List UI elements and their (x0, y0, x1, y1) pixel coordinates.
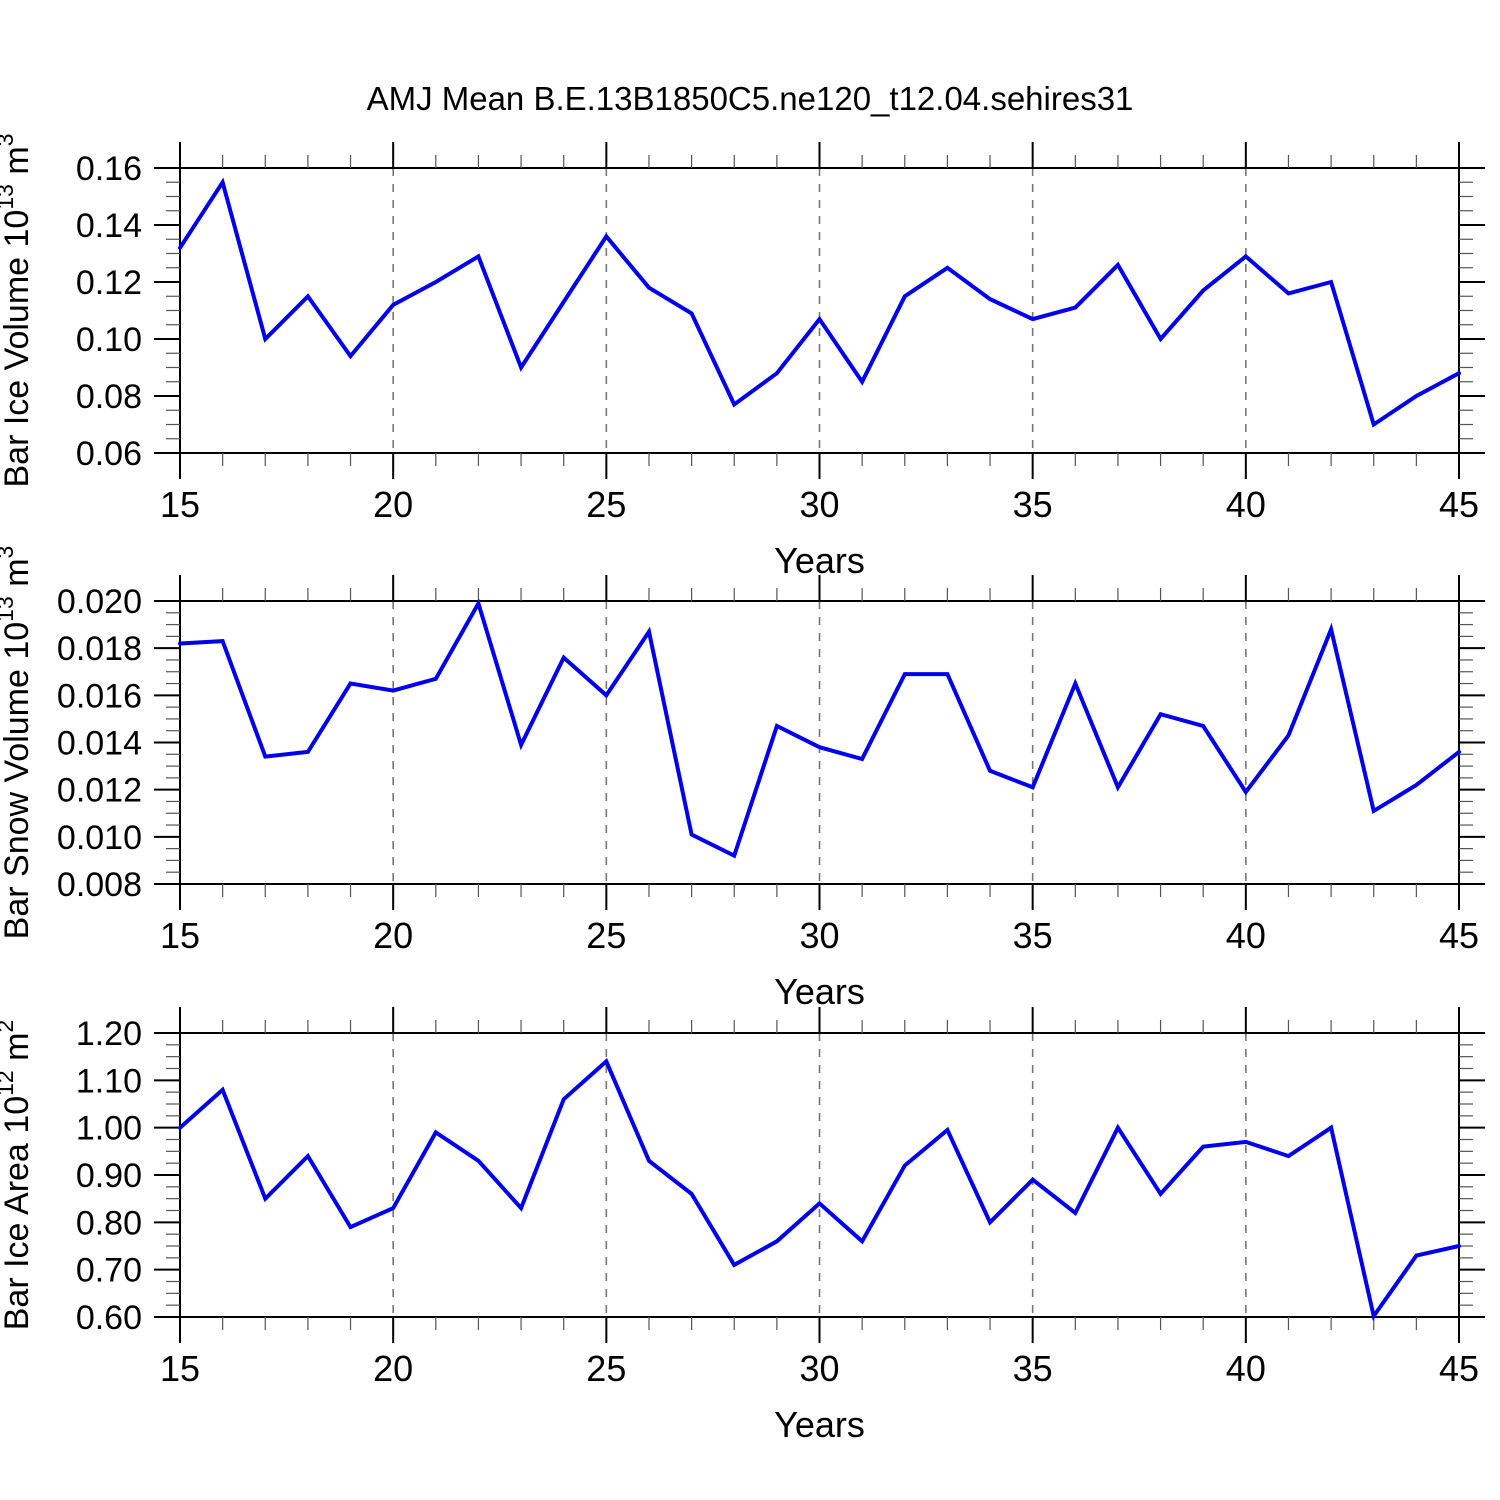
bar-ice-area-data-line (178, 1058, 1461, 1321)
y-tick-label: 0.12 (76, 264, 142, 302)
x-tick-label: 25 (586, 915, 626, 956)
x-tick-label: 45 (1439, 484, 1479, 525)
x-tick-label: 30 (799, 915, 839, 956)
y-tick-label: 1.20 (76, 1015, 142, 1053)
y-tick-label: 0.06 (76, 435, 142, 473)
x-tick-label: 30 (799, 484, 839, 525)
bar-ice-area-panel: 15 20 25 30 35 40 45 0.60 0.70 0.80 0.90 1.00 1.10 1.… (0, 1007, 1485, 1445)
x-tick-label: 25 (586, 484, 626, 525)
x-axis-label: Years (774, 540, 865, 581)
y-tick-label: 1.00 (76, 1110, 142, 1148)
y-tick-label: 0.10 (76, 321, 142, 359)
y-tick-label: 0.018 (57, 630, 142, 668)
x-axis-label: Years (774, 1404, 865, 1445)
figure-title: AMJ Mean B.E.13B1850C5.ne120_t12.04.sehi… (366, 80, 1134, 117)
x-tick-label: 15 (160, 915, 200, 956)
x-tick-label: 35 (1013, 484, 1053, 525)
y-tick-label: 0.70 (76, 1252, 142, 1290)
y-tick-label: 0.80 (76, 1204, 142, 1242)
y-tick-label: 0.012 (57, 772, 142, 810)
x-tick-label: 15 (160, 484, 200, 525)
y-tick-label: 0.008 (57, 866, 142, 904)
x-tick-label: 15 (160, 1348, 200, 1389)
x-tick-label: 40 (1226, 1348, 1266, 1389)
bar-snow-volume-data-line (178, 598, 1461, 859)
y-axis-label: Bar Snow Volume 1013 m3 (0, 546, 36, 940)
y-tick-label: 0.020 (57, 583, 142, 621)
y-tick-label: 0.08 (76, 378, 142, 416)
y-tick-label: 0.60 (76, 1299, 142, 1337)
bar-ice-volume-panel: 15 20 25 30 35 40 45 0.06 0.08 0.10 0.12 0.14 0.16 Ba… (0, 134, 1485, 581)
y-tick-label: 0.16 (76, 150, 142, 188)
x-tick-label: 45 (1439, 1348, 1479, 1389)
x-tick-label: 45 (1439, 915, 1479, 956)
y-axis-label: Bar Ice Area 1012 m2 (0, 1020, 36, 1331)
x-tick-label: 20 (373, 915, 413, 956)
bar-ice-volume-data-line (178, 177, 1461, 428)
y-tick-label: 0.014 (57, 725, 142, 763)
x-tick-label: 40 (1226, 915, 1266, 956)
x-tick-label: 40 (1226, 484, 1266, 525)
bar-snow-volume-panel: 15 20 25 30 35 40 45 0.008 0.010 0.012 0.014 0.016 0… (0, 546, 1485, 1012)
y-tick-label: 0.010 (57, 819, 142, 857)
x-tick-label: 20 (373, 1348, 413, 1389)
x-tick-label: 20 (373, 484, 413, 525)
x-tick-label: 35 (1013, 915, 1053, 956)
x-tick-label: 30 (799, 1348, 839, 1389)
y-tick-label: 0.016 (57, 677, 142, 715)
y-axis-label: Bar Ice Volume 1013 m3 (0, 134, 36, 488)
y-tick-label: 0.14 (76, 207, 142, 245)
y-tick-label: 0.90 (76, 1157, 142, 1195)
x-tick-label: 35 (1013, 1348, 1053, 1389)
x-tick-label: 25 (586, 1348, 626, 1389)
y-tick-label: 1.10 (76, 1062, 142, 1100)
x-axis-label: Years (774, 971, 865, 1012)
